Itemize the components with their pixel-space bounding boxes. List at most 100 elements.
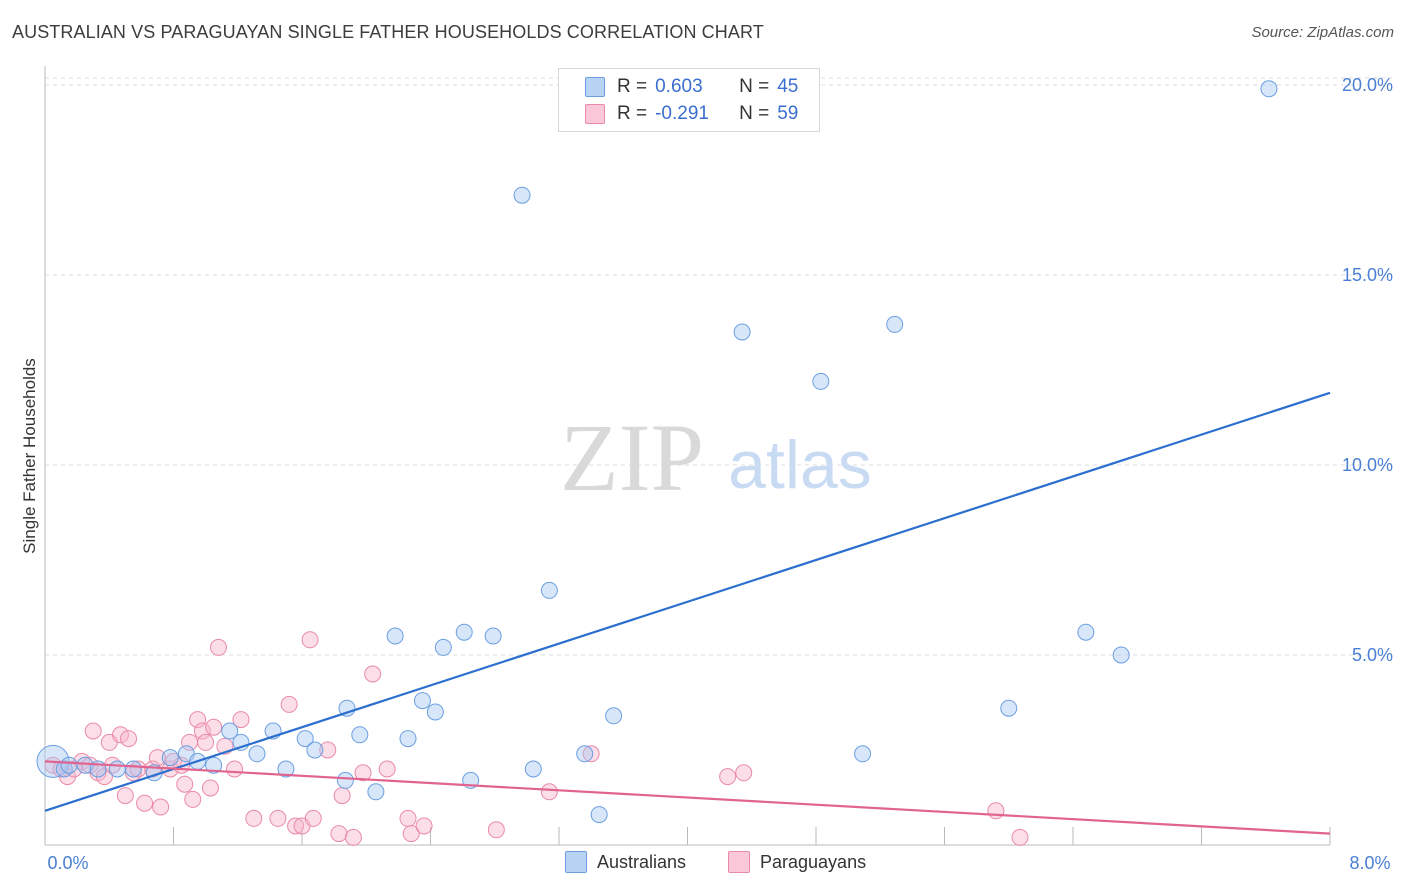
legend-n-label: N = [739, 76, 770, 97]
legend-swatch-pink [585, 104, 605, 124]
paraguayan-point [209, 638, 227, 656]
chart-title: AUSTRALIAN VS PARAGUAYAN SINGLE FATHER H… [12, 22, 764, 42]
australian-point [1000, 699, 1018, 717]
paraguayan-point [120, 730, 138, 748]
australian-point [205, 756, 223, 774]
x-tick-label: 0.0% [47, 853, 88, 873]
paraguayan-point [152, 798, 170, 816]
australian-point [399, 730, 417, 748]
paraguayan-point [487, 821, 505, 839]
paraguayan-point [378, 760, 396, 778]
paraguayan-point [344, 828, 362, 846]
paraguayan-point [232, 711, 250, 729]
tick-labels: 0.0% 8.0% 5.0% 10.0% 15.0% 20.0% [47, 75, 1393, 873]
paraguayan-point [201, 779, 219, 797]
australian-point [426, 703, 444, 721]
australian-point [455, 623, 473, 641]
australian-point [886, 315, 904, 333]
legend-swatch-blue [585, 77, 605, 97]
australian-point [277, 760, 295, 778]
trend-lines [44, 391, 1331, 835]
y-tick-label: 15.0% [1342, 265, 1393, 285]
legend-label-paraguayans: Paraguayans [760, 851, 867, 872]
paraguayans-points [44, 631, 1029, 846]
australian-point [524, 760, 542, 778]
australian-point [296, 730, 314, 748]
australian-point [367, 783, 385, 801]
australian-point [434, 638, 452, 656]
australian-point [413, 692, 431, 710]
paraguayan-point [987, 802, 1005, 820]
legend-r-label: R = [617, 76, 648, 97]
y-axis-label: Single Father Households [20, 358, 39, 554]
australian-point [605, 707, 623, 725]
paraguayan-point [319, 741, 337, 759]
paraguayan-point [364, 665, 382, 683]
paraguayan-point [402, 825, 420, 843]
bottom-legend-paraguayans: Paraguayans [728, 851, 866, 873]
y-tick-label: 10.0% [1342, 455, 1393, 475]
legend-row-australians: R = 0.603 N = 45 [585, 75, 798, 99]
y-tick-label: 20.0% [1342, 75, 1393, 95]
legend-n-value: 59 [777, 103, 799, 124]
watermark-zip: ZIP [560, 404, 704, 511]
australians-trend-line [44, 391, 1331, 812]
legend-n-label: N = [739, 103, 770, 124]
paraguayan-point [735, 764, 753, 782]
paraguayan-point [304, 809, 322, 827]
australian-point [108, 760, 126, 778]
australian-point [1077, 623, 1095, 641]
paraguayans-trend-line [44, 760, 1331, 835]
paraguayan-point [399, 809, 417, 827]
paraguayan-point [269, 809, 287, 827]
paraguayan-point [226, 760, 244, 778]
paraguayan-point [116, 787, 134, 805]
paraguayan-point [540, 783, 558, 801]
paraguayan-point [111, 726, 129, 744]
grid [45, 77, 1392, 656]
paraguayan-point [330, 825, 348, 843]
legend-n-value: 45 [777, 76, 799, 97]
correlation-legend: R = 0.603 N = 45 R = -0.291 N = 59 [558, 68, 820, 132]
paraguayan-point [136, 794, 154, 812]
australian-point [124, 760, 142, 778]
australian-point [513, 186, 531, 204]
source-credit: Source: ZipAtlas.com [1251, 24, 1394, 41]
paraguayan-point [582, 745, 600, 763]
australian-point [336, 771, 354, 789]
australian-point [1112, 646, 1130, 664]
paraguayan-point [176, 775, 194, 793]
watermark-atlas: atlas [728, 427, 872, 503]
legend-row-paraguayans: R = -0.291 N = 59 [585, 102, 798, 126]
paraguayan-point [719, 768, 737, 786]
paraguayan-point [333, 787, 351, 805]
paraguayan-point [354, 764, 372, 782]
paraguayan-point [280, 695, 298, 713]
paraguayan-point [1011, 828, 1029, 846]
paraguayan-point [301, 631, 319, 649]
australian-point [161, 749, 179, 767]
x-tick-label: 8.0% [1349, 853, 1390, 873]
australian-point [484, 627, 502, 645]
paraguayan-point [287, 817, 305, 835]
australian-point [306, 741, 324, 759]
paraguayan-point [193, 722, 211, 740]
paraguayan-point [245, 809, 263, 827]
australian-point [540, 581, 558, 599]
australian-point [248, 745, 266, 763]
paraguayan-point [84, 722, 102, 740]
australian-point [351, 726, 369, 744]
bottom-legend-australians: Australians [565, 851, 686, 873]
paraguayan-point [197, 733, 215, 751]
legend-swatch-pink [728, 851, 750, 873]
australian-point [812, 372, 830, 390]
legend-r-value: 0.603 [655, 76, 703, 97]
australian-point [386, 627, 404, 645]
australian-point [221, 722, 239, 740]
australian-point [60, 756, 78, 774]
paraguayan-point [129, 760, 147, 778]
legend-label-australians: Australians [597, 851, 687, 872]
paraguayan-point [184, 790, 202, 808]
australian-point [576, 745, 594, 763]
